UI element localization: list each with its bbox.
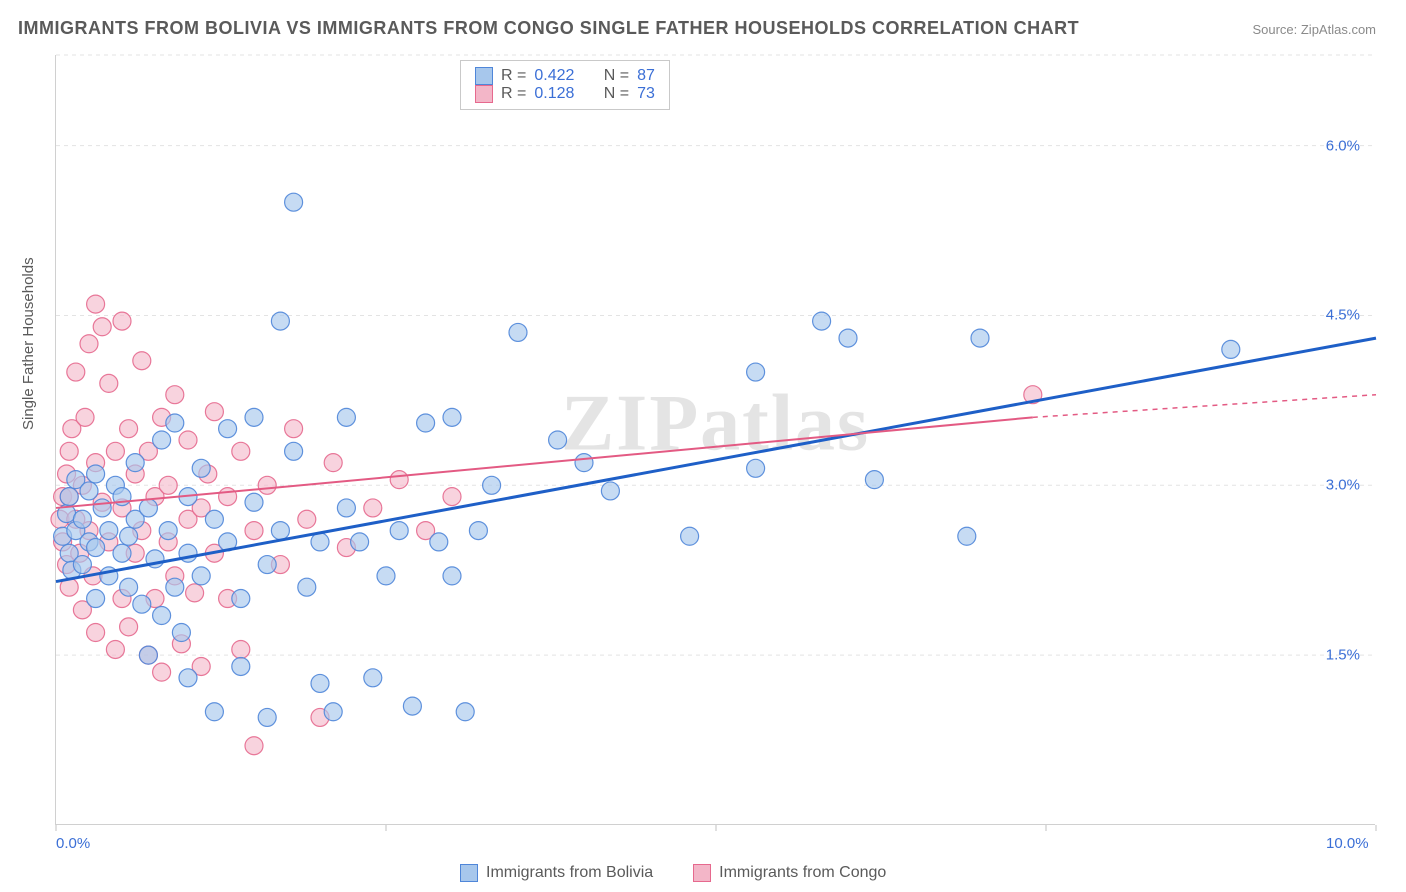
- source-attribution: Source: ZipAtlas.com: [1252, 22, 1376, 37]
- r-label: R =: [501, 67, 526, 85]
- legend-row-congo: R = 0.128 N = 73: [475, 85, 655, 103]
- swatch-congo-icon: [693, 864, 711, 882]
- legend-item-congo: Immigrants from Congo: [693, 864, 886, 882]
- swatch-bolivia: [475, 67, 493, 85]
- n-label: N =: [604, 67, 629, 85]
- swatch-congo: [475, 85, 493, 103]
- chart-title: IMMIGRANTS FROM BOLIVIA VS IMMIGRANTS FR…: [18, 18, 1079, 39]
- swatch-bolivia-icon: [460, 864, 478, 882]
- n-value-bolivia: 87: [637, 67, 655, 85]
- series-legend: Immigrants from Bolivia Immigrants from …: [460, 864, 886, 882]
- y-tick-label: 1.5%: [1326, 647, 1360, 664]
- r-value-bolivia: 0.422: [534, 67, 574, 85]
- x-tick-label: 10.0%: [1326, 835, 1369, 852]
- chart-plot-area: ZIPatlas 1.5%3.0%4.5%6.0%0.0%10.0%: [55, 55, 1375, 825]
- legend-label-congo: Immigrants from Congo: [719, 864, 886, 882]
- r-label: R =: [501, 85, 526, 103]
- y-tick-label: 3.0%: [1326, 477, 1360, 494]
- n-value-congo: 73: [637, 85, 655, 103]
- y-axis-label: Single Father Households: [20, 257, 37, 430]
- correlation-legend: R = 0.422 N = 87 R = 0.128 N = 73: [460, 60, 670, 110]
- r-value-congo: 0.128: [534, 85, 574, 103]
- y-tick-label: 6.0%: [1326, 137, 1360, 154]
- y-tick-label: 4.5%: [1326, 307, 1360, 324]
- legend-label-bolivia: Immigrants from Bolivia: [486, 864, 653, 882]
- x-tick-label: 0.0%: [56, 835, 90, 852]
- legend-item-bolivia: Immigrants from Bolivia: [460, 864, 653, 882]
- scatter-plot-svg: [56, 55, 1376, 825]
- legend-row-bolivia: R = 0.422 N = 87: [475, 67, 655, 85]
- n-label: N =: [604, 85, 629, 103]
